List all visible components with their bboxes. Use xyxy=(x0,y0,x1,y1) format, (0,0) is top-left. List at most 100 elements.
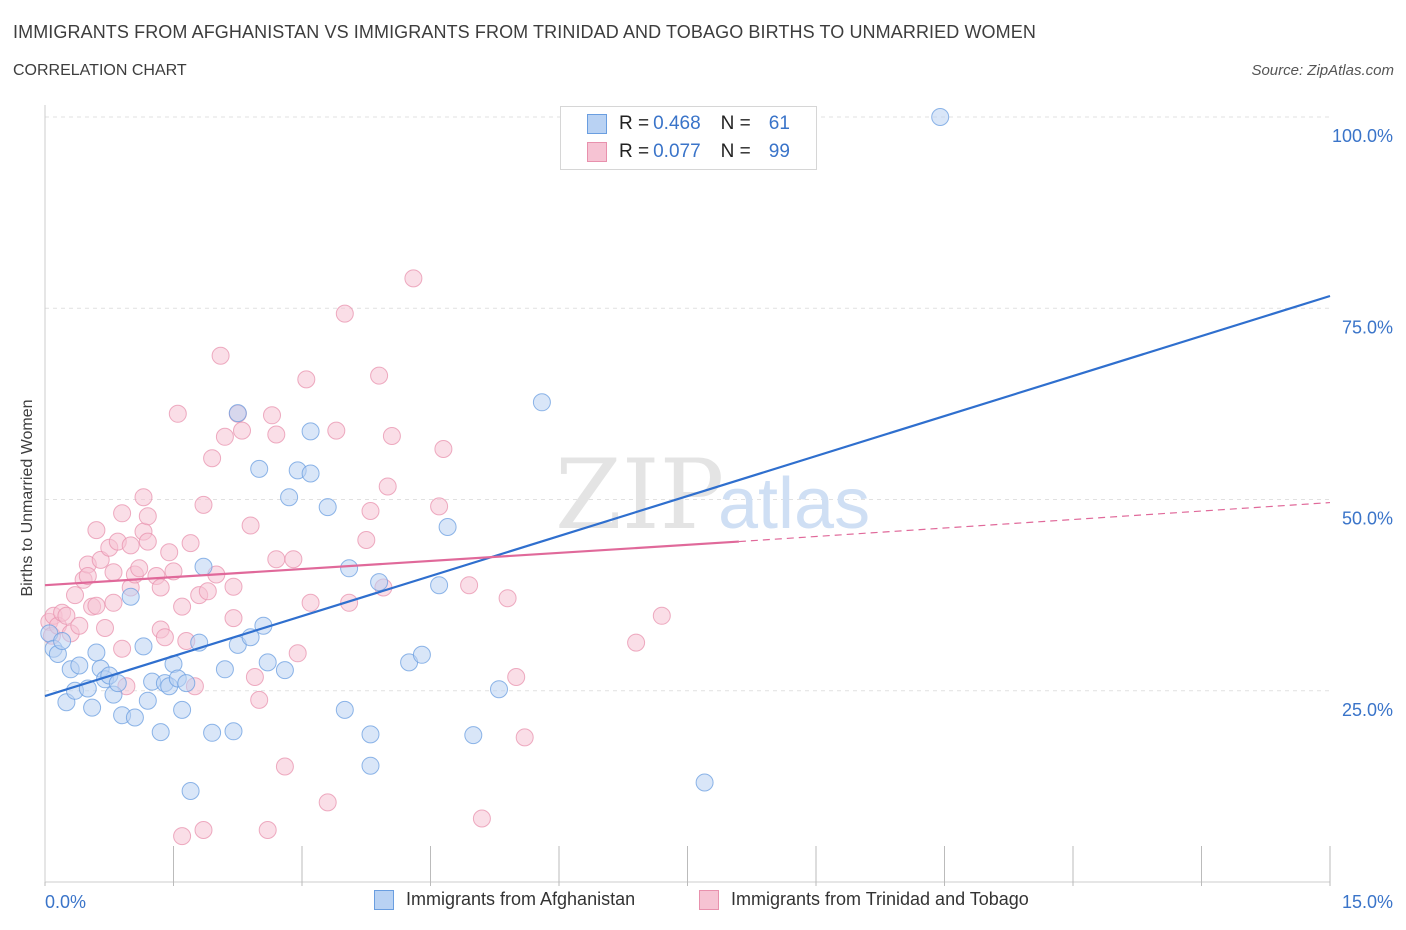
data-point xyxy=(57,606,76,625)
bottom-legend-label: Immigrants from Trinidad and Tobago xyxy=(731,889,1029,909)
legend-row-trinidad: R = 0.077 N = 99 xyxy=(587,139,790,165)
data-point xyxy=(181,782,200,800)
data-point xyxy=(173,827,192,846)
legend-n-value: 61 xyxy=(768,113,790,134)
data-point xyxy=(87,643,106,662)
data-point xyxy=(113,639,132,658)
y-tick-label: 75.0% xyxy=(1342,317,1393,337)
legend-r-value: 0.077 xyxy=(653,141,701,162)
y-tick-label: 25.0% xyxy=(1342,700,1393,720)
trend-line-extension xyxy=(738,501,1331,543)
data-point xyxy=(138,507,157,526)
data-point xyxy=(194,821,213,839)
bottom-legend-trinidad: Immigrants from Trinidad and Tobago xyxy=(699,889,1029,910)
data-point xyxy=(224,577,243,596)
bottom-legend-afghanistan: Immigrants from Afghanistan xyxy=(374,889,635,910)
data-point xyxy=(695,773,714,792)
data-point xyxy=(490,680,508,699)
data-point xyxy=(245,668,264,686)
axes xyxy=(44,105,1331,886)
data-point xyxy=(267,425,286,444)
data-point xyxy=(87,596,106,615)
data-point xyxy=(318,498,337,517)
data-point xyxy=(258,821,277,839)
data-point xyxy=(275,661,294,680)
data-point xyxy=(151,578,170,597)
data-point xyxy=(224,609,243,628)
data-point xyxy=(96,619,114,637)
data-point xyxy=(652,606,671,625)
watermark-zip: ZIP xyxy=(555,439,724,551)
data-point xyxy=(194,495,213,514)
y-tick-label: 100.0% xyxy=(1332,126,1393,146)
data-point xyxy=(263,406,281,425)
data-point xyxy=(168,404,187,423)
data-point xyxy=(228,404,247,423)
data-point xyxy=(288,644,307,663)
data-point xyxy=(404,269,423,288)
data-point xyxy=(301,464,320,483)
data-point xyxy=(357,531,376,549)
series-blue-points xyxy=(40,108,950,800)
data-point xyxy=(460,576,479,595)
data-point xyxy=(104,593,123,612)
legend-n-label: N = xyxy=(720,113,751,134)
data-point xyxy=(382,427,401,445)
data-point xyxy=(241,516,260,535)
data-point xyxy=(340,593,359,612)
watermark-atlas: atlas xyxy=(718,464,870,544)
data-point xyxy=(370,573,389,592)
data-point xyxy=(83,698,102,717)
data-point xyxy=(134,488,153,507)
data-point xyxy=(370,366,389,385)
data-point xyxy=(215,427,234,446)
x-tick-label: 0.0% xyxy=(45,892,86,912)
data-point xyxy=(138,691,157,710)
data-point xyxy=(181,534,200,553)
data-point xyxy=(275,757,294,776)
source-label: Source: ZipAtlas.com xyxy=(1251,62,1394,79)
data-point xyxy=(335,304,354,323)
tick-labels: 25.0% 50.0% 75.0% 100.0% 0.0% 15.0% xyxy=(45,126,1393,912)
data-point xyxy=(515,728,534,747)
data-point xyxy=(430,576,449,595)
data-point xyxy=(70,656,89,675)
grid-lines xyxy=(45,116,1330,692)
data-point xyxy=(53,632,72,650)
bottom-legend-swatch-pink xyxy=(699,889,719,910)
data-point xyxy=(164,562,183,581)
data-point xyxy=(138,532,157,551)
data-point xyxy=(267,550,286,569)
trend-line xyxy=(44,294,1331,698)
data-point xyxy=(70,616,89,635)
data-point xyxy=(472,809,491,828)
chart-subtitle: CORRELATION CHART xyxy=(13,62,187,79)
data-point xyxy=(125,708,144,727)
data-point xyxy=(224,722,243,741)
data-point xyxy=(318,793,337,812)
data-point xyxy=(121,536,140,555)
correlation-legend: R = 0.468 N = 61 R = 0.077 N = 99 xyxy=(560,106,817,170)
data-point xyxy=(532,393,551,412)
data-point xyxy=(173,700,192,719)
data-point xyxy=(194,557,213,576)
data-point xyxy=(301,593,320,612)
data-point xyxy=(931,108,950,126)
data-point xyxy=(327,421,346,440)
data-point xyxy=(258,653,277,672)
legend-swatch-pink xyxy=(587,142,607,162)
data-point xyxy=(430,497,449,516)
data-point xyxy=(361,502,380,520)
data-point xyxy=(233,421,251,440)
data-point xyxy=(284,550,303,569)
data-point xyxy=(151,723,170,742)
data-point xyxy=(250,690,269,709)
data-point xyxy=(87,521,106,540)
chart-title: IMMIGRANTS FROM AFGHANISTAN VS IMMIGRANT… xyxy=(13,22,1036,42)
data-point xyxy=(177,674,196,693)
legend-n-value: 99 xyxy=(768,141,790,162)
data-point xyxy=(340,559,359,578)
data-point xyxy=(160,543,179,562)
data-point xyxy=(250,459,269,478)
